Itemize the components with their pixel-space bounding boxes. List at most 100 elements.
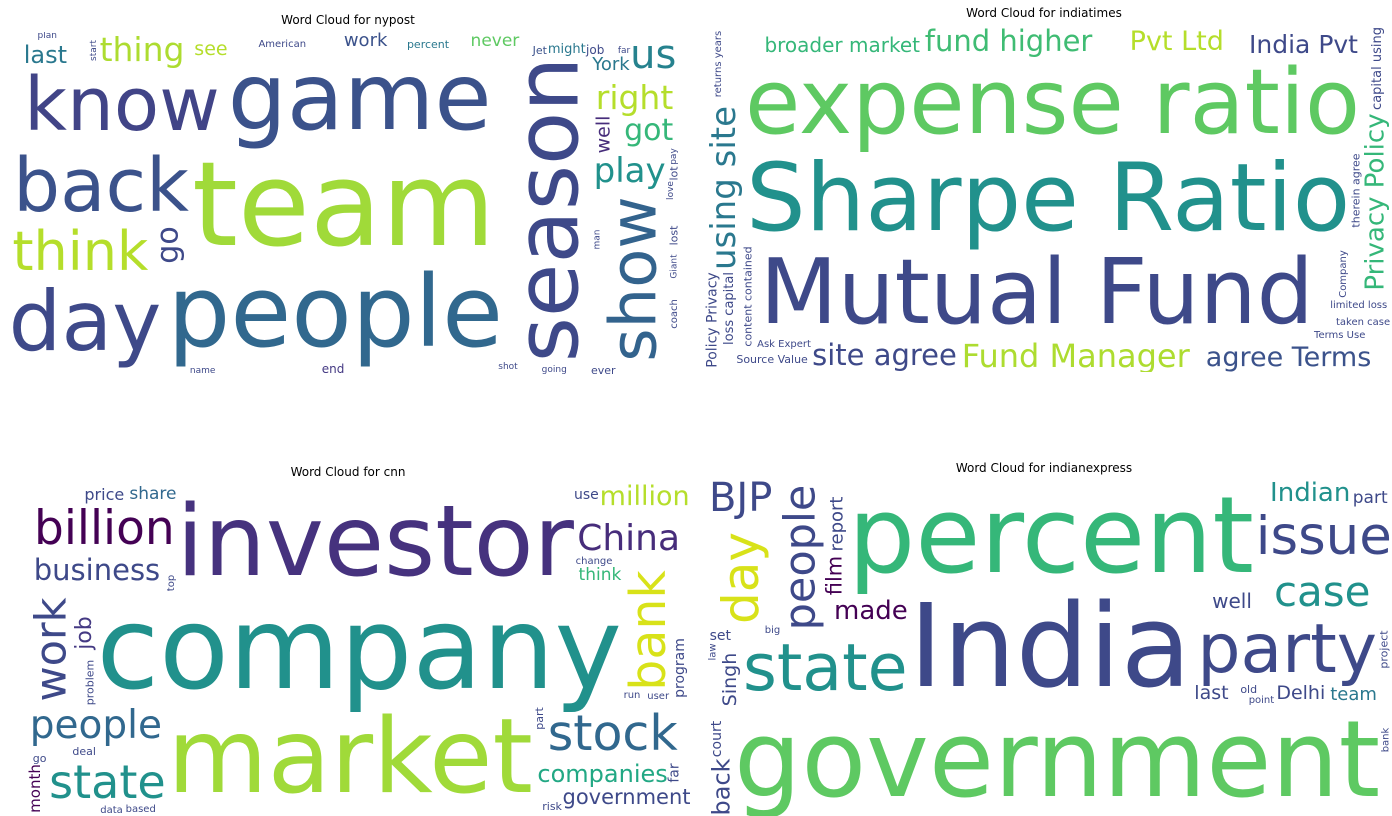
- wordcloud-word: ever: [590, 363, 616, 376]
- wordcloud-word: business: [33, 552, 161, 587]
- wordcloud-word: Terms Use: [1314, 330, 1366, 342]
- wordcloud-word: content contained: [741, 246, 755, 348]
- wordcloud-word: might: [547, 42, 586, 58]
- wordcloud-word: companies: [537, 760, 668, 789]
- wordcloud-word: part: [1352, 487, 1388, 508]
- wordcloud-word: expense ratio: [745, 49, 1361, 155]
- wordcloud-word: Privacy Policy: [1360, 113, 1391, 291]
- wordcloud-word: back: [708, 758, 736, 816]
- wordcloud-word: team: [192, 135, 496, 273]
- wordcloud-word: well: [1212, 589, 1252, 614]
- wordcloud-word: use: [574, 486, 599, 503]
- wordcloud-word: people: [167, 255, 504, 371]
- wordcloud-word: far: [666, 763, 683, 784]
- wordcloud-word: game: [227, 42, 492, 151]
- wordcloud-word: percent: [847, 478, 1254, 598]
- wordcloud-word: day: [8, 273, 162, 371]
- wordcloud-word: Fund Manager: [961, 336, 1190, 372]
- wordcloud-word: data: [100, 804, 123, 816]
- wordcloud-word: user: [647, 690, 670, 702]
- wordcloud-word: program: [671, 637, 688, 698]
- wordcloud-word: people: [775, 484, 826, 631]
- wordcloud-word: going: [541, 365, 567, 376]
- wordcloud-word: think: [12, 219, 149, 283]
- wordcloud-word: made: [834, 595, 908, 626]
- wordcloud-word: using site: [704, 106, 744, 271]
- wordcloud-word: capital using: [1369, 26, 1385, 110]
- wordcloud-word: percent: [406, 38, 450, 52]
- wordcloud-word: problem: [83, 659, 97, 706]
- wordcloud-word: bank: [1379, 727, 1391, 753]
- wordcloud-canvas: company market investor stock people bank bill…: [26, 482, 692, 816]
- wordcloud-word: law: [708, 643, 719, 661]
- wordcloud-word: government: [562, 785, 691, 810]
- wordcloud-word: lot: [667, 166, 680, 181]
- wordcloud-panel-nypost: Word Cloud for nypost team game people know…: [0, 0, 696, 408]
- wordcloud-word: company: [96, 582, 622, 715]
- wordcloud-word: taken case: [1335, 317, 1391, 329]
- wordcloud-word: state: [742, 630, 908, 706]
- wordcloud-word: Mutual Fund: [759, 239, 1314, 345]
- wordcloud-word: York: [592, 54, 630, 76]
- wordcloud-word: Policy Privacy: [704, 272, 721, 369]
- wordcloud-word: report: [826, 496, 848, 552]
- wordcloud-word: Pvt Ltd: [1129, 26, 1224, 58]
- wordcloud-word: India Pvt: [1249, 30, 1358, 60]
- wordcloud-word: us: [630, 32, 677, 79]
- wordcloud-word: shot: [498, 361, 518, 372]
- wordcloud-panel-indianexpress: Word Cloud for indianexpress India percen…: [696, 408, 1392, 816]
- wordcloud-word: old: [1240, 683, 1258, 697]
- wordcloud-word: month: [26, 764, 45, 814]
- wordcloud-word: returns years: [713, 30, 725, 97]
- wordcloud-word: love: [665, 180, 676, 200]
- wordcloud-word: pay: [669, 147, 680, 165]
- wordcloud-word: think: [578, 565, 622, 585]
- wordcloud-word: coach: [668, 299, 680, 330]
- wordcloud-panel-indiatimes: Word Cloud for indiatimes Sharpe Ratio Mu…: [696, 0, 1392, 408]
- wordcloud-canvas: India percent government state party people is…: [708, 478, 1392, 816]
- wordcloud-word: back: [13, 142, 190, 229]
- chart-title: Word Cloud for indianexpress: [955, 461, 1133, 475]
- wordcloud-word: thing: [99, 32, 185, 70]
- wordcloud-word: billion: [34, 501, 175, 557]
- wordcloud-word: bank: [619, 570, 677, 692]
- wordcloud-word: play: [593, 150, 666, 191]
- wordcloud-word: got: [624, 112, 674, 148]
- wordcloud-word: broader market: [764, 32, 920, 57]
- chart-title: Word Cloud for nypost: [281, 13, 415, 27]
- wordcloud-word: Delhi: [1276, 682, 1326, 705]
- wordcloud-word: risk: [542, 800, 562, 814]
- wordcloud-word: deal: [72, 744, 96, 758]
- wordcloud-word: court: [709, 720, 726, 758]
- wordcloud-word: part: [532, 707, 546, 731]
- wordcloud-word: plan: [37, 32, 57, 42]
- wordcloud-word: issue: [1255, 506, 1392, 568]
- wordcloud-word: work: [26, 597, 77, 702]
- wordcloud-word: party: [1197, 610, 1378, 690]
- chart-title: Word Cloud for cnn: [290, 465, 406, 479]
- wordcloud-word: Source Value: [736, 352, 808, 366]
- wordcloud-word: people: [29, 703, 162, 749]
- wordcloud-word: never: [470, 32, 520, 52]
- wordcloud-word: go: [32, 751, 47, 765]
- wordcloud-word: Ask Expert: [757, 339, 811, 351]
- wordcloud-word: start: [89, 39, 100, 61]
- wordcloud-word: Singh: [719, 652, 742, 706]
- wordcloud-word: top: [165, 574, 177, 591]
- wordcloud-word: change: [575, 555, 613, 567]
- wordcloud-word: India: [909, 579, 1192, 714]
- wordcloud-word: therein agree: [1350, 153, 1364, 228]
- wordcloud-word: lost: [667, 225, 680, 246]
- wordcloud-word: market: [167, 697, 533, 816]
- wordcloud-word: Company: [1337, 250, 1349, 299]
- wordcloud-word: government: [734, 697, 1381, 816]
- wordcloud-word: show: [597, 196, 672, 363]
- wordcloud-panel-cnn: Word Cloud for cnn company market investor…: [0, 408, 696, 816]
- wordcloud-word: agree Terms: [1205, 341, 1372, 372]
- wordcloud-canvas: team game people know back season think day play…: [8, 32, 680, 376]
- wordcloud-word: name: [189, 365, 216, 376]
- wordcloud-word: see: [194, 38, 228, 61]
- wordcloud-word: last: [23, 41, 67, 70]
- wordcloud-word: fund higher: [924, 26, 1093, 58]
- chart-title: Word Cloud for indiatimes: [966, 6, 1122, 20]
